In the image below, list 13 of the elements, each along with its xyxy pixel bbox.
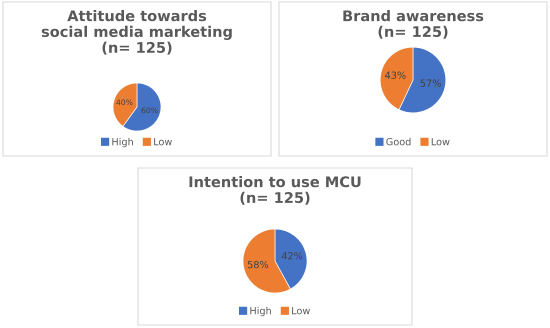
legend-label: High	[250, 306, 271, 316]
data-label: 43%	[385, 72, 406, 79]
chart-title: Attitude towards social media marketing (n= 125)	[42, 10, 232, 55]
data-label: 42%	[282, 252, 302, 260]
legend-label: Low	[292, 307, 310, 314]
legend-label: Low	[154, 138, 172, 146]
legend-label: High	[112, 138, 133, 148]
data-label: 57%	[420, 79, 441, 87]
chart-title: Intention to use MCU (n= 125)	[190, 176, 360, 205]
chart-title: Brand awareness (n= 125)	[343, 10, 484, 39]
legend-label: Low	[432, 138, 450, 146]
data-label: 58%	[248, 260, 268, 268]
legend-label: Good	[386, 138, 410, 146]
